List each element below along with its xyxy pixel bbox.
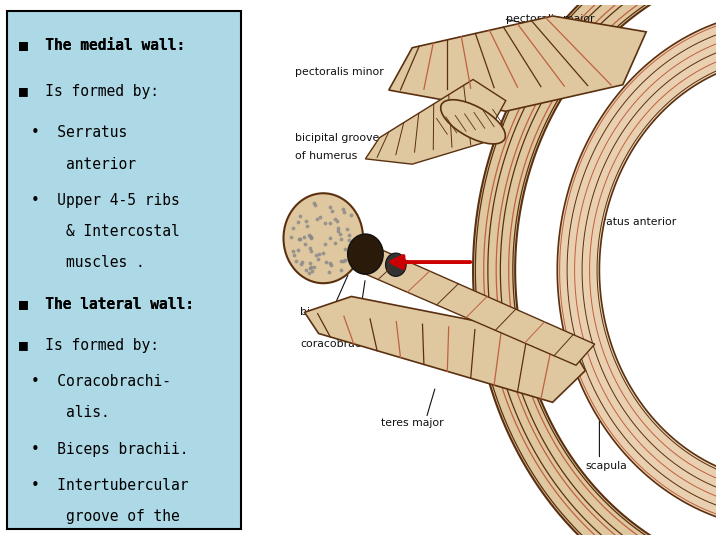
Text: coracobrachialis: coracobrachialis bbox=[300, 339, 389, 349]
Text: biceps: biceps bbox=[300, 307, 336, 318]
Text: muscles .: muscles . bbox=[31, 255, 144, 270]
Text: •  Serratus: • Serratus bbox=[31, 125, 127, 140]
Text: teres major: teres major bbox=[381, 418, 444, 428]
Text: pectoralis major: pectoralis major bbox=[506, 14, 594, 24]
Polygon shape bbox=[389, 16, 647, 111]
Text: bicipital groove: bicipital groove bbox=[295, 133, 379, 143]
Text: •  Intertubercular: • Intertubercular bbox=[31, 478, 188, 493]
Polygon shape bbox=[557, 19, 720, 521]
Text: alis.: alis. bbox=[31, 406, 109, 420]
Circle shape bbox=[284, 193, 363, 283]
Circle shape bbox=[385, 253, 406, 276]
Text: ■  The lateral wall:: ■ The lateral wall: bbox=[19, 296, 194, 312]
Text: & Intercostal: & Intercostal bbox=[31, 224, 179, 239]
Polygon shape bbox=[305, 296, 585, 402]
Polygon shape bbox=[356, 249, 595, 365]
Circle shape bbox=[348, 234, 383, 274]
Text: of humerus: of humerus bbox=[295, 151, 357, 161]
Text: •  Upper 4-5 ribs: • Upper 4-5 ribs bbox=[31, 193, 179, 208]
Ellipse shape bbox=[441, 100, 505, 144]
Polygon shape bbox=[366, 79, 506, 164]
Text: pectoralis minor: pectoralis minor bbox=[295, 66, 384, 77]
Text: •  Biceps brachii.: • Biceps brachii. bbox=[31, 442, 188, 457]
Text: serratus anterior: serratus anterior bbox=[585, 218, 677, 227]
Text: ■  The medial wall:: ■ The medial wall: bbox=[19, 37, 185, 52]
Text: anterior: anterior bbox=[31, 157, 135, 172]
Text: ■  Is formed by:: ■ Is formed by: bbox=[19, 84, 159, 99]
Text: ■  The medial wall:: ■ The medial wall: bbox=[19, 37, 185, 52]
Text: ■  Is formed by:: ■ Is formed by: bbox=[19, 338, 159, 353]
Polygon shape bbox=[473, 0, 719, 540]
Text: scapula: scapula bbox=[585, 461, 627, 471]
Text: ■  The lateral wall:: ■ The lateral wall: bbox=[19, 296, 194, 312]
Text: •  Coracobrachi-: • Coracobrachi- bbox=[31, 374, 171, 389]
Text: groove of the: groove of the bbox=[31, 509, 179, 524]
